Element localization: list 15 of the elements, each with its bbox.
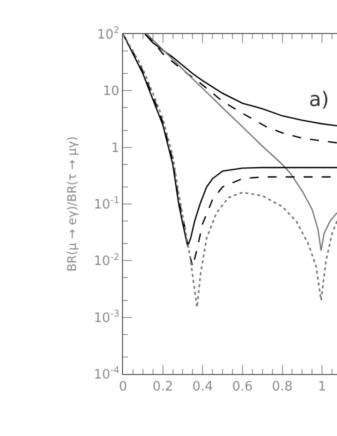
x-tick-label: 0.8 — [272, 380, 293, 395]
y-tick-label: 10$^{2}$ — [97, 26, 120, 43]
x-tick-label: 0.6 — [232, 380, 253, 395]
annotation: a) — [309, 87, 330, 111]
y-axis-title: BR(μ → eγ)/BR(τ → μγ) — [65, 136, 80, 272]
y-tick-label: 1 — [111, 140, 120, 156]
y-tick-label: 10 — [102, 84, 120, 100]
x-tick-label: 0 — [118, 380, 128, 395]
y-tick-label: 10$^{-3}$ — [94, 309, 120, 326]
x-tick-label: 0.4 — [192, 380, 213, 395]
y-tick-label: 10$^{-4}$ — [94, 366, 120, 383]
y-tick-label: 10$^{-2}$ — [94, 252, 120, 270]
x-tick-label: 1 — [318, 380, 326, 395]
x-tick-label: 0.2 — [152, 380, 174, 395]
y-tick-label: 10$^{-1}$ — [94, 196, 120, 213]
